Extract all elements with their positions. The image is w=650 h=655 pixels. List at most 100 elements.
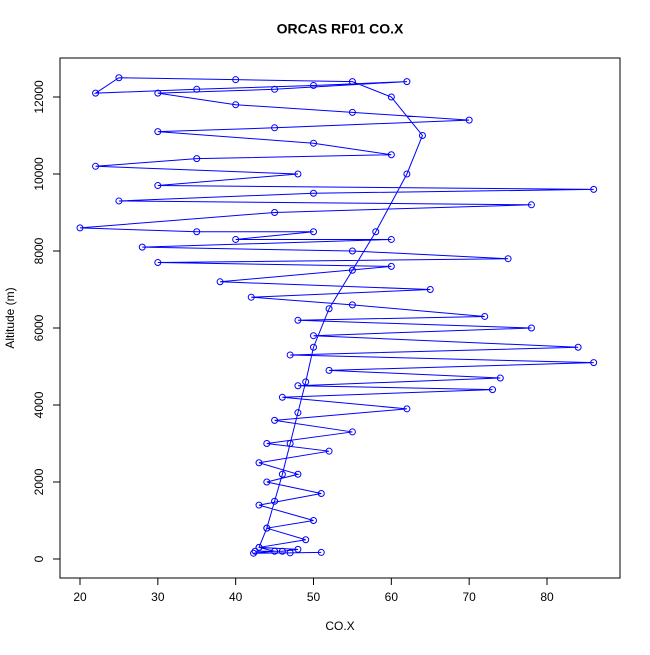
data-point [263, 478, 271, 486]
data-point [294, 409, 302, 417]
data-point [302, 378, 310, 386]
data-point [372, 228, 380, 236]
data-point [263, 439, 271, 447]
data-point [193, 228, 201, 236]
data-point [271, 497, 279, 505]
data-point [590, 185, 598, 193]
data-point [302, 536, 310, 544]
data-point [255, 459, 263, 467]
data-point [294, 382, 302, 390]
x-tick-label: 30 [151, 590, 165, 604]
data-point [251, 547, 259, 555]
data-point [317, 548, 325, 556]
data-point [286, 549, 294, 557]
data-point [590, 359, 598, 367]
data-point [309, 189, 317, 197]
data-point [232, 101, 240, 109]
data-point [403, 78, 411, 86]
data-point [232, 76, 240, 84]
data-point [426, 285, 434, 293]
data-point [325, 447, 333, 455]
x-tick-label: 60 [385, 590, 399, 604]
data-point [309, 343, 317, 351]
data-point [348, 108, 356, 116]
data-point [309, 139, 317, 147]
data-point [387, 235, 395, 243]
data-point [154, 89, 162, 97]
data-point [255, 501, 263, 509]
data-point [527, 324, 535, 332]
data-point [481, 312, 489, 320]
x-tick-label: 20 [73, 590, 87, 604]
data-point [154, 182, 162, 190]
data-point [348, 428, 356, 436]
data-point [263, 524, 271, 532]
y-tick-label: 12000 [32, 80, 46, 114]
data-point [496, 374, 504, 382]
data-point [193, 155, 201, 163]
data-point [271, 124, 279, 132]
data-point [216, 278, 224, 286]
y-tick-label: 0 [32, 555, 46, 562]
x-tick-label: 70 [462, 590, 476, 604]
data-point [294, 170, 302, 178]
data-point [325, 366, 333, 374]
data-point [286, 351, 294, 359]
data-point [309, 516, 317, 524]
data-point [387, 93, 395, 101]
chart-title: ORCAS RF01 CO.X [277, 21, 404, 37]
data-point [154, 128, 162, 136]
data-point [232, 235, 240, 243]
data-point [489, 386, 497, 394]
x-tick-label: 40 [229, 590, 243, 604]
data-point [271, 85, 279, 93]
data-point [387, 262, 395, 270]
data-point [294, 316, 302, 324]
data-point [278, 470, 286, 478]
data-point [294, 470, 302, 478]
data-point [309, 228, 317, 236]
data-point [271, 416, 279, 424]
data-point [574, 343, 582, 351]
data-point [138, 243, 146, 251]
data-point [92, 89, 100, 97]
data-point [387, 151, 395, 159]
data-point [504, 255, 512, 263]
data-point [278, 547, 286, 555]
x-tick-label: 80 [540, 590, 554, 604]
data-point [271, 547, 279, 555]
data-point [76, 224, 84, 232]
plot-frame [59, 57, 621, 579]
y-tick-label: 4000 [32, 391, 46, 418]
data-point [278, 393, 286, 401]
data-point [317, 490, 325, 498]
data-point [348, 301, 356, 309]
data-point [403, 405, 411, 413]
x-axis-label: CO.X [325, 619, 354, 633]
data-point [348, 78, 356, 86]
data-point [309, 332, 317, 340]
y-tick-label: 10000 [32, 157, 46, 191]
data-point [247, 293, 255, 301]
data-point [309, 81, 317, 89]
data-point [403, 170, 411, 178]
data-point [348, 247, 356, 255]
data-point [418, 131, 426, 139]
y-tick-label: 8000 [32, 237, 46, 264]
data-point [286, 439, 294, 447]
x-tick-label: 50 [307, 590, 321, 604]
data-point [115, 197, 123, 205]
data-point [348, 266, 356, 274]
data-point [115, 74, 123, 82]
y-axis-label: Altitude (m) [3, 287, 17, 348]
data-point [527, 201, 535, 209]
data-point [294, 545, 302, 553]
data-point [250, 549, 258, 557]
data-point [92, 162, 100, 170]
data-point [271, 208, 279, 216]
data-point [193, 85, 201, 93]
data-point [255, 543, 263, 551]
data-point [325, 305, 333, 313]
y-tick-label: 6000 [32, 314, 46, 341]
